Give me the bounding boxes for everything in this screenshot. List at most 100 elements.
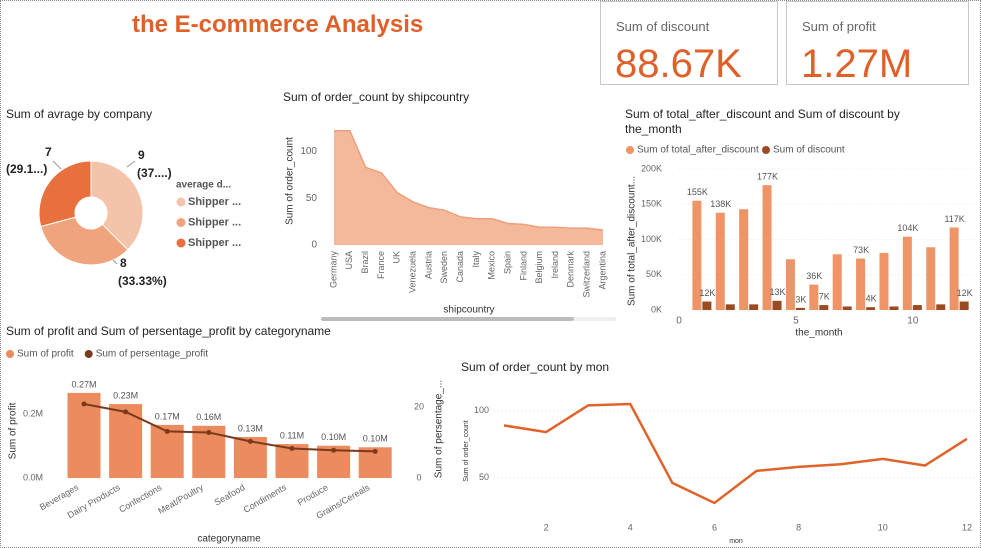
bar xyxy=(912,305,922,310)
legend-label: Shipper ... xyxy=(188,196,241,208)
percent-label: (33.33%) xyxy=(118,274,167,288)
value-label: 0.13M xyxy=(238,423,263,433)
chart-title: Sum of avrage by company xyxy=(6,107,153,121)
value-label: 117K xyxy=(944,214,964,224)
value-label: 4K xyxy=(866,294,877,304)
x-tick-label: Germany xyxy=(328,251,338,289)
bar xyxy=(936,304,946,310)
legend-marker xyxy=(84,350,93,358)
chart-title: Sum of profit and Sum of persentage_prof… xyxy=(6,324,331,338)
chart-title: Sum of order_count by shipcountry xyxy=(283,90,470,104)
x-tick-label: Switzerland xyxy=(582,251,592,298)
line-point xyxy=(81,401,87,407)
x-tick-label: 5 xyxy=(793,316,799,327)
bar xyxy=(772,300,782,310)
line xyxy=(83,403,376,453)
x-tick-label: 2 xyxy=(544,522,549,532)
legend-marker xyxy=(176,197,186,207)
value-label: 0.23M xyxy=(113,390,138,400)
card-label: Sum of profit xyxy=(802,19,876,34)
x-tick-label: Condiments xyxy=(242,482,289,515)
legend-marker xyxy=(6,350,14,358)
x-tick-label: UK xyxy=(392,251,402,264)
legend-label: Shipper ... xyxy=(188,237,241,249)
x-tick-label: France xyxy=(376,251,386,279)
card: Sum of profit 1.27M xyxy=(786,1,969,86)
value-label: 13K xyxy=(770,287,786,297)
y-tick-label: 50 xyxy=(479,472,489,482)
card-value: 1.27M xyxy=(801,42,913,86)
y-tick-label: 100 xyxy=(474,405,489,415)
x-tick-label: Seafood xyxy=(213,482,247,507)
leader-line xyxy=(126,160,136,168)
bar xyxy=(739,209,749,310)
value-label: 0.10M xyxy=(321,432,346,442)
value-label: 73K xyxy=(853,245,869,255)
bar xyxy=(949,227,959,310)
line xyxy=(503,402,968,505)
x-tick-label: Denmark xyxy=(566,251,576,288)
line-point xyxy=(331,447,337,453)
card-value: 88.67K xyxy=(615,42,742,86)
leader-line xyxy=(112,259,118,265)
x-tick-label: Belgium xyxy=(534,251,544,284)
legend-label: Sum of persentage_profit xyxy=(96,349,209,360)
value-label: 0.10M xyxy=(363,434,388,444)
bar xyxy=(725,304,735,310)
x-tick-label: Produce xyxy=(296,482,330,507)
x-tick-label: Italy xyxy=(471,251,481,268)
legend-label: Sum of profit xyxy=(17,349,74,360)
x-tick-label: Sweden xyxy=(439,251,449,284)
percent-label: (37....) xyxy=(137,166,172,180)
chart-title: Sum of order_count by mon xyxy=(461,360,610,374)
x-tick-label: 10 xyxy=(878,522,888,532)
value-label: 0.11M xyxy=(280,430,304,440)
y-axis-title: Sum of order_count xyxy=(285,137,296,225)
x-axis-title: categoryname xyxy=(197,534,261,545)
value-label: 104K xyxy=(897,223,918,233)
bar xyxy=(692,200,702,310)
value-label: 3K xyxy=(795,294,806,304)
x-tick-label: Spain xyxy=(502,251,512,274)
x-tick-label: 12 xyxy=(962,522,972,532)
value-label: 155K xyxy=(687,187,708,197)
y-tick-label: 200K xyxy=(641,163,662,173)
legend-marker xyxy=(176,218,186,227)
bar xyxy=(866,307,876,310)
legend-title: average d... xyxy=(176,180,231,191)
value-label: 0.27M xyxy=(71,379,96,389)
bar xyxy=(109,404,143,478)
y-tick-label: 100K xyxy=(641,234,662,244)
value-label: 138K xyxy=(710,199,731,209)
line-point xyxy=(289,445,295,451)
x-tick-label: Mexico xyxy=(487,251,497,280)
line-point xyxy=(123,409,129,415)
bar xyxy=(889,306,899,310)
x-tick-label: 0 xyxy=(676,316,682,327)
bar xyxy=(809,284,819,310)
bar xyxy=(702,301,712,310)
bar xyxy=(842,306,852,310)
x-tick-label: Canada xyxy=(455,251,465,283)
y-axis-title: Sum of total_after_discount... xyxy=(627,176,638,306)
value-label: 0.16M xyxy=(196,412,221,422)
x-axis-title: the_month xyxy=(795,328,842,339)
area-line xyxy=(334,130,604,231)
y-axis-title: Sum of order_count xyxy=(463,420,470,482)
value-label: 8 xyxy=(120,256,127,270)
legend-marker xyxy=(762,146,770,154)
value-label: 177K xyxy=(757,172,778,182)
value-label: 9 xyxy=(138,148,145,162)
bar xyxy=(785,259,795,310)
chart-title: Sum of total_after_discount and Sum of d… xyxy=(625,107,900,136)
y-tick-label: 150K xyxy=(641,199,662,209)
leader-line xyxy=(52,160,62,170)
card-label: Sum of discount xyxy=(616,19,710,34)
x-axis-title: shipcountry xyxy=(443,305,494,316)
x-tick-label: 4 xyxy=(628,522,633,532)
x-tick-label: Finland xyxy=(518,251,528,281)
y-tick-label: 0.2M xyxy=(23,408,43,418)
x-tick-label: Austria xyxy=(423,251,433,279)
line-point xyxy=(206,429,212,435)
